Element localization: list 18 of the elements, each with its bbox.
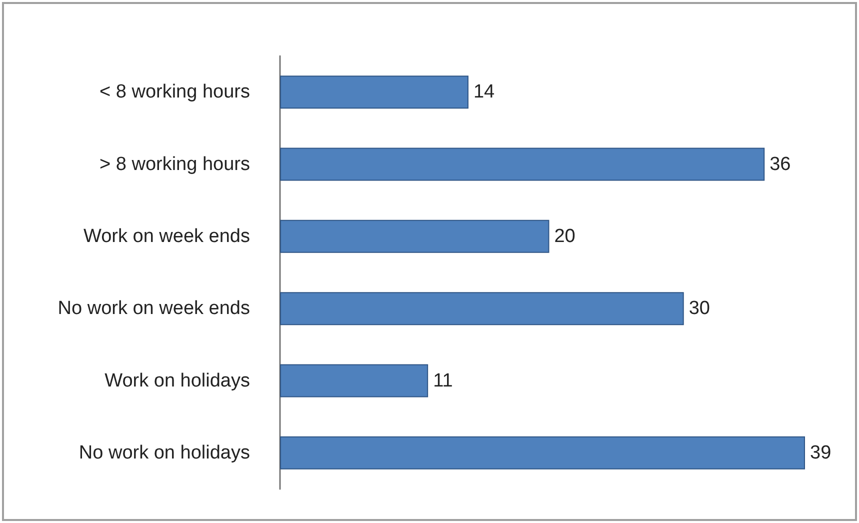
bar	[280, 148, 765, 181]
data-label: 20	[554, 226, 576, 247]
y-tick-label: No work on holidays	[78, 442, 250, 464]
y-tick-label: Work on week ends	[83, 226, 250, 247]
data-label: 30	[688, 298, 710, 320]
y-tick-label: > 8 working hours	[100, 154, 250, 175]
y-tick-label: No work on week ends	[58, 298, 250, 320]
data-label: 11	[433, 370, 453, 392]
data-label: 36	[770, 154, 791, 175]
bar	[280, 436, 805, 470]
y-tick-label: Work on holidays	[104, 370, 250, 392]
bar	[280, 220, 550, 253]
data-label: 14	[473, 82, 496, 103]
bar	[280, 76, 468, 109]
y-tick-label: < 8 working hours	[100, 82, 250, 103]
data-label: 39	[810, 442, 832, 464]
bar	[280, 364, 428, 398]
bar	[280, 292, 684, 326]
